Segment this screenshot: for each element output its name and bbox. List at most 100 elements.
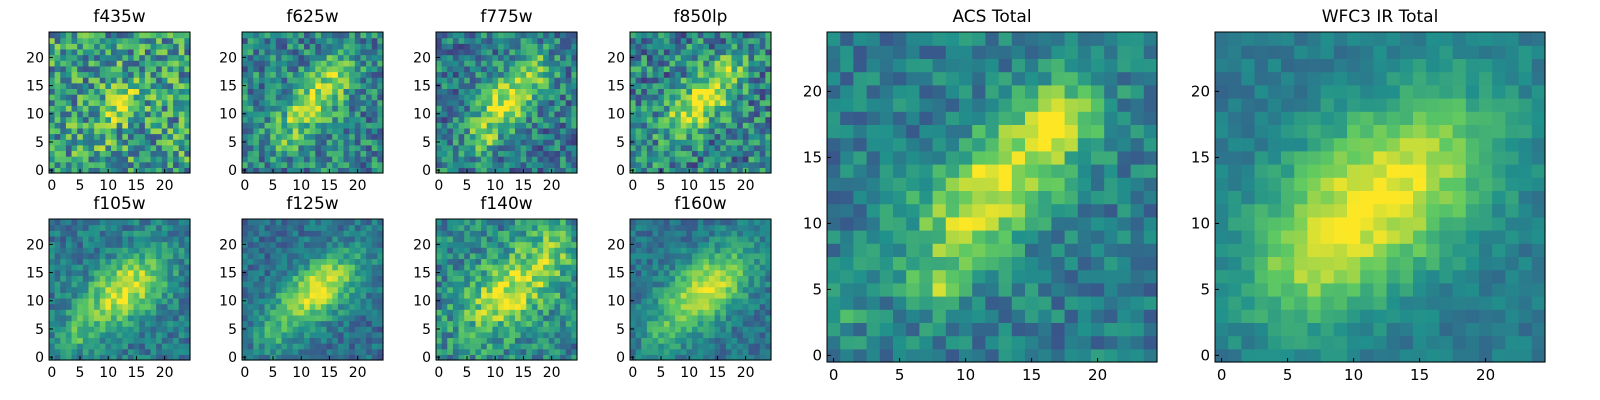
heatmap-cell	[725, 127, 733, 135]
heatmap-cell	[697, 297, 704, 305]
heatmap-cell	[270, 144, 277, 152]
heatmap-cell	[150, 110, 157, 118]
heatmap-cell	[526, 122, 533, 129]
heatmap-cell	[127, 122, 135, 129]
heatmap-cell	[298, 122, 305, 129]
heatmap-cell	[315, 65, 322, 73]
heatmap-cell	[560, 269, 567, 276]
heatmap-cell	[173, 348, 180, 355]
heatmap-cell	[708, 309, 716, 316]
heatmap-cell	[731, 48, 738, 56]
heatmap-cell	[139, 235, 146, 243]
y-tick-label: 5	[616, 135, 625, 151]
heatmap-cell	[703, 65, 710, 73]
heatmap-cell	[742, 116, 750, 123]
heatmap-cell	[88, 99, 95, 106]
heatmap-cell	[560, 94, 567, 101]
heatmap-cell	[309, 99, 316, 106]
heatmap-cell	[731, 94, 738, 101]
heatmap-cell	[343, 37, 350, 44]
heatmap-cell	[332, 235, 339, 243]
heatmap-cell	[116, 54, 123, 61]
y-tick-label: 0	[228, 350, 237, 366]
heatmap-cell	[184, 297, 191, 305]
heatmap-cell	[754, 99, 761, 106]
heatmap-cell	[320, 65, 328, 73]
heatmap-cell	[646, 161, 654, 168]
heatmap-cell	[514, 269, 522, 276]
heatmap-cell	[697, 343, 704, 350]
heatmap-cell	[258, 43, 266, 50]
heatmap-cell	[436, 252, 443, 260]
heatmap-cell	[184, 241, 191, 248]
heatmap-cell	[686, 264, 693, 271]
heatmap-cell	[298, 48, 305, 56]
heatmap-cell	[309, 156, 316, 163]
heatmap-cell	[759, 94, 766, 101]
heatmap-cell	[298, 337, 305, 344]
heatmap-cell	[686, 303, 693, 310]
heatmap-cell	[514, 48, 522, 56]
heatmap-cell	[498, 331, 505, 339]
heatmap-cell	[725, 43, 733, 50]
heatmap-cell	[514, 99, 522, 106]
heatmap-cell	[441, 99, 448, 106]
heatmap-cell	[60, 281, 67, 288]
heatmap-cell	[635, 71, 642, 78]
heatmap-cell	[754, 264, 761, 271]
heatmap-cell	[292, 65, 299, 73]
heatmap-cell	[144, 43, 152, 50]
heatmap-cell	[116, 133, 123, 140]
heatmap-cell	[320, 343, 328, 350]
heatmap-cell	[354, 116, 362, 123]
heatmap-cell	[441, 139, 448, 146]
heatmap-cell	[537, 167, 544, 174]
heatmap-cell	[349, 258, 356, 265]
heatmap-cell	[565, 105, 572, 112]
heatmap-cell	[481, 252, 488, 260]
heatmap-cell	[49, 219, 56, 226]
heatmap-cell	[127, 99, 135, 106]
x-tick-label: 0	[47, 365, 56, 381]
heatmap-cell	[436, 337, 443, 344]
heatmap-cell	[708, 286, 716, 293]
heatmap-cell	[565, 133, 572, 140]
heatmap-cell	[349, 60, 356, 67]
heatmap-cell	[281, 77, 288, 84]
heatmap-cell	[309, 275, 316, 282]
heatmap-cell	[326, 37, 333, 44]
heatmap-cell	[663, 292, 671, 299]
heatmap-cell	[514, 241, 522, 248]
heatmap-cell	[714, 77, 721, 84]
heatmap-cell	[298, 247, 305, 254]
heatmap-cell	[548, 110, 556, 118]
heatmap-cell	[94, 343, 101, 350]
heatmap-cell	[366, 258, 373, 265]
heatmap-cell	[526, 292, 533, 299]
heatmap-cell	[658, 343, 665, 350]
x-tick-label: 20	[156, 178, 174, 194]
heatmap-cell	[150, 60, 157, 67]
heatmap-cell	[731, 32, 738, 39]
heatmap-cell	[173, 71, 180, 78]
heatmap-cell	[377, 43, 384, 50]
heatmap-cell	[298, 348, 305, 355]
heatmap-cell	[492, 264, 499, 271]
heatmap-cell	[680, 43, 687, 50]
heatmap-cell	[270, 94, 277, 101]
heatmap-cell	[247, 281, 254, 288]
heatmap-cell	[754, 292, 761, 299]
heatmap-cell	[332, 71, 339, 78]
heatmap-cell	[486, 122, 493, 129]
heatmap-cell	[88, 264, 95, 271]
heatmap-cell	[486, 303, 493, 310]
heatmap-cell	[49, 150, 56, 157]
heatmap-cell	[571, 105, 578, 112]
heatmap-cell	[635, 161, 642, 168]
heatmap-cell	[264, 116, 271, 123]
heatmap-cell	[116, 258, 123, 265]
heatmap-cell	[127, 94, 135, 101]
heatmap-cell	[275, 60, 283, 67]
x-tick-label: 15	[128, 365, 146, 381]
heatmap-cell	[253, 161, 260, 168]
